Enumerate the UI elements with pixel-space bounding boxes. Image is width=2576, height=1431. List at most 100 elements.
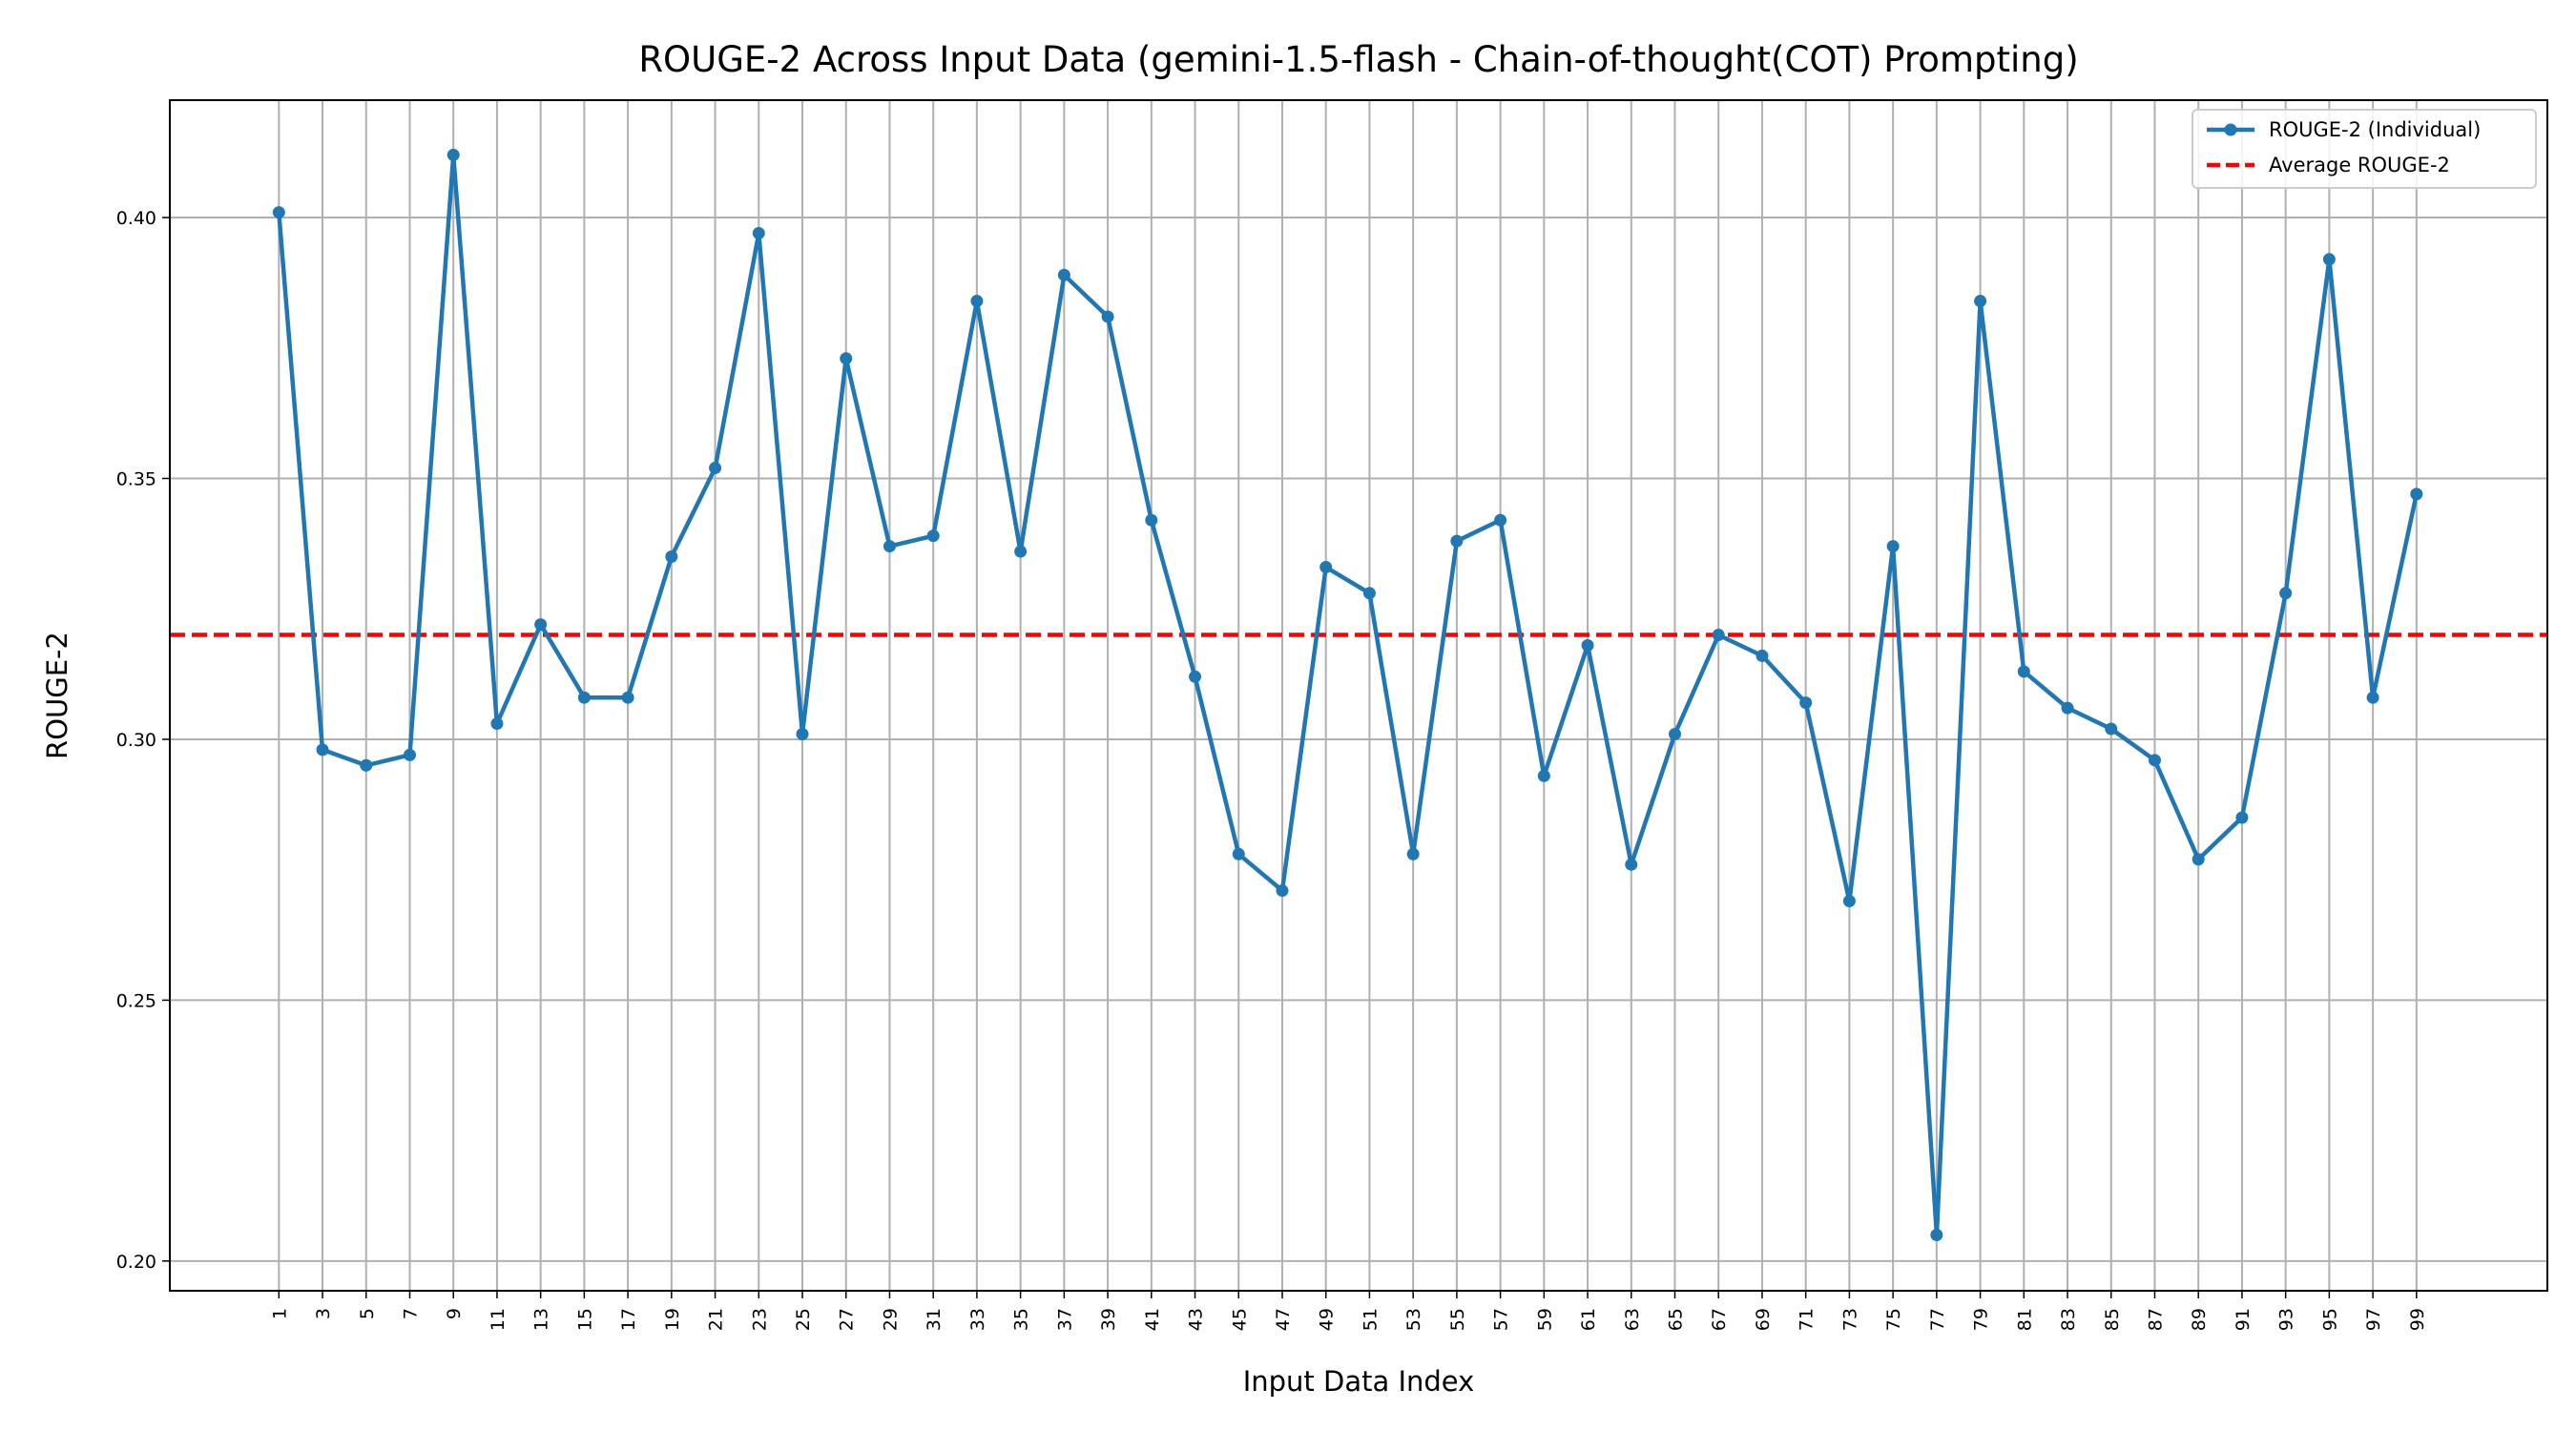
data-point [1669,727,1682,740]
x-tick-label: 69 [1753,1308,1774,1331]
data-point [1362,587,1376,600]
data-point [577,691,591,704]
x-tick-label: 37 [1054,1308,1075,1331]
plot-frame [169,99,2548,1292]
x-tick-label: 87 [2145,1308,2166,1331]
data-point [1799,696,1813,710]
data-point [2366,691,2379,704]
legend-box [2192,109,2537,189]
x-tick-label: 81 [2014,1308,2035,1331]
x-tick-label: 63 [1622,1308,1643,1331]
data-point [926,529,940,543]
x-tick-label: 97 [2363,1308,2384,1331]
series-line-individual [277,153,2420,1237]
x-tick-label: 39 [1098,1308,1119,1331]
x-tick-label: 65 [1666,1308,1687,1331]
data-point [1450,534,1464,548]
data-point [316,743,329,757]
data-point [1101,310,1114,323]
grid [170,100,2547,1291]
x-tick-label: 71 [1797,1308,1818,1331]
x-tick-label: 77 [1927,1308,1948,1331]
data-point [1276,884,1289,898]
x-tick-label: 73 [1839,1308,1860,1331]
legend-label-average: Average ROUGE-2 [2269,154,2450,176]
x-tick-label: 85 [2102,1308,2123,1331]
data-point [1712,629,1725,642]
x-tick-label: 35 [1011,1308,1032,1331]
y-axis-label: ROUGE-2 [41,632,73,759]
x-tick-label: 19 [662,1308,683,1331]
x-tick-label: 5 [357,1308,378,1319]
x-tick-label: 15 [574,1308,595,1331]
data-point [1406,847,1420,861]
data-point [2192,853,2205,866]
x-tick-label: 95 [2319,1308,2340,1331]
x-tick-label: 83 [2058,1308,2079,1331]
x-tick-label: 53 [1403,1308,1424,1331]
data-point [796,727,809,740]
x-tick-label: 21 [706,1308,727,1331]
data-point [752,226,765,239]
x-tick-label: 27 [837,1308,858,1331]
legend-label-individual: ROUGE-2 (Individual) [2269,118,2481,141]
x-tick-label: 13 [531,1308,552,1331]
data-point [840,352,853,365]
x-tick-label: 25 [793,1308,814,1331]
x-tick-label: 91 [2233,1308,2254,1331]
x-tick-label: 79 [1971,1308,1992,1331]
data-point [621,691,634,704]
data-point [360,758,373,772]
x-tick-label: 9 [444,1308,465,1319]
data-point [1886,540,1900,553]
data-point [490,717,504,731]
data-point [2017,665,2030,678]
legend: ROUGE-2 (Individual) Average ROUGE-2 [2192,109,2537,189]
data-point [1145,513,1158,527]
x-tick-label: 31 [924,1308,945,1331]
data-point [1625,858,1638,871]
x-tick-label: 3 [313,1308,334,1319]
data-point [2148,754,2161,767]
x-tick-label: 1 [269,1308,290,1319]
data-point [665,550,678,564]
x-tick-label: 49 [1317,1308,1338,1331]
data-point [272,206,285,219]
legend-marker-individual [2224,123,2237,136]
x-tick-label: 99 [2407,1308,2428,1331]
x-tick-label: 23 [749,1308,770,1331]
data-point [1232,847,1245,861]
y-tick-label: 0.20 [116,1252,156,1273]
series-layer [272,148,2423,1241]
data-point [2105,722,2118,736]
x-tick-label: 55 [1447,1308,1468,1331]
data-point [403,748,416,761]
data-point [1057,268,1070,281]
x-tick-label: 93 [2276,1308,2297,1331]
x-tick-label: 33 [967,1308,988,1331]
y-tick-label: 0.25 [116,990,156,1011]
x-tick-label: 7 [400,1308,421,1319]
x-tick-label: 11 [488,1308,509,1331]
x-tick-label: 43 [1186,1308,1207,1331]
data-point [1974,295,1987,308]
data-point [2061,701,2074,715]
x-tick-label: 17 [618,1308,639,1331]
x-axis-label: Input Data Index [1243,1365,1475,1398]
data-point [1494,513,1507,527]
x-tick-label: 89 [2189,1308,2210,1331]
data-point [1189,670,1202,683]
x-tick-label: 29 [880,1308,901,1331]
x-tick-label: 41 [1142,1308,1163,1331]
x-tick-label: 51 [1360,1308,1381,1331]
data-point [534,618,548,632]
y-tick-label: 0.35 [116,468,156,489]
data-point [2410,487,2423,501]
data-point [1014,545,1028,558]
x-tick-label: 75 [1883,1308,1904,1331]
data-point [1537,769,1550,782]
data-point [970,295,984,308]
x-tick-label: 57 [1491,1308,1512,1331]
